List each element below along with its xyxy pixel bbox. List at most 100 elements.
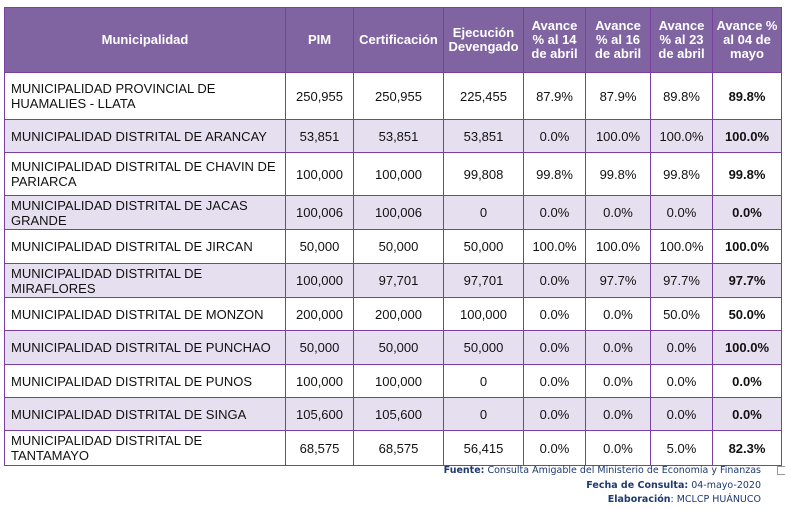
value-cell: 0.0% bbox=[585, 195, 651, 230]
value-cell: 5.0% bbox=[650, 430, 713, 466]
value-cell: 0.0% bbox=[712, 364, 782, 398]
value-cell: 0.0% bbox=[523, 195, 586, 230]
value-cell: 0.0% bbox=[585, 330, 651, 365]
column-header: Avance % al 04 de mayo bbox=[712, 7, 782, 73]
value-cell: 0.0% bbox=[650, 195, 713, 230]
table-row: MUNICIPALIDAD DISTRITAL DE JACAS GRANDE 1… bbox=[4, 195, 782, 230]
value-cell: 0.0% bbox=[523, 430, 586, 466]
value-cell: 100,000 bbox=[285, 152, 354, 196]
table-row: MUNICIPALIDAD PROVINCIAL DE HUAMALIES - … bbox=[4, 72, 782, 120]
value-cell: 0.0% bbox=[523, 397, 586, 431]
value-cell: 99,808 bbox=[443, 152, 524, 196]
value-cell: 87.9% bbox=[523, 72, 586, 120]
column-header: Ejecución Devengado bbox=[443, 7, 524, 73]
value-cell: 100.0% bbox=[650, 119, 713, 153]
value-cell: 100.0% bbox=[712, 229, 782, 264]
value-cell: 0.0% bbox=[523, 364, 586, 398]
value-cell: 53,851 bbox=[443, 119, 524, 153]
value-cell: 99.8% bbox=[650, 152, 713, 196]
value-cell: 99.8% bbox=[712, 152, 782, 196]
municipality-cell: MUNICIPALIDAD DISTRITAL DE JIRCAN bbox=[4, 229, 286, 264]
value-cell: 50,000 bbox=[285, 330, 354, 365]
municipality-cell: MUNICIPALIDAD DISTRITAL DE MONZON bbox=[4, 297, 286, 331]
value-cell: 0.0% bbox=[585, 297, 651, 331]
municipality-cell: MUNICIPALIDAD DISTRITAL DE PUNCHAO bbox=[4, 330, 286, 365]
value-cell: 99.8% bbox=[585, 152, 651, 196]
value-cell: 56,415 bbox=[443, 430, 524, 466]
column-header: PIM bbox=[285, 7, 354, 73]
municipality-cell: MUNICIPALIDAD DISTRITAL DE CHAVIN DE PAR… bbox=[4, 152, 286, 196]
value-cell: 100,000 bbox=[285, 364, 354, 398]
value-cell: 105,600 bbox=[285, 397, 354, 431]
value-cell: 200,000 bbox=[353, 297, 444, 331]
table-row: MUNICIPALIDAD DISTRITAL DE JIRCAN 50,000 5… bbox=[4, 229, 782, 264]
value-cell: 100,000 bbox=[443, 297, 524, 331]
value-cell: 250,955 bbox=[285, 72, 354, 120]
source-text: Consulta Amigable del Ministerio de Econ… bbox=[484, 465, 761, 476]
value-cell: 97,701 bbox=[353, 263, 444, 298]
table-row: MUNICIPALIDAD DISTRITAL DE SINGA 105,600 1… bbox=[4, 397, 782, 431]
municipality-cell: MUNICIPALIDAD DISTRITAL DE JACAS GRANDE bbox=[4, 195, 286, 230]
footer-source: Fuente: Consulta Amigable del Ministerio… bbox=[444, 465, 761, 476]
source-label: Fuente: bbox=[443, 465, 485, 476]
value-cell: 100.0% bbox=[712, 119, 782, 153]
value-cell: 0.0% bbox=[712, 397, 782, 431]
value-cell: 53,851 bbox=[353, 119, 444, 153]
value-cell: 105,600 bbox=[353, 397, 444, 431]
value-cell: 89.8% bbox=[712, 72, 782, 120]
value-cell: 100,000 bbox=[285, 263, 354, 298]
column-header: Municipalidad bbox=[4, 7, 286, 73]
value-cell: 100,000 bbox=[353, 152, 444, 196]
column-header: Avance % al 23 de abril bbox=[650, 7, 713, 73]
value-cell: 0.0% bbox=[585, 364, 651, 398]
value-cell: 250,955 bbox=[353, 72, 444, 120]
table-row: MUNICIPALIDAD DISTRITAL DE ARANCAY 53,851… bbox=[4, 119, 782, 153]
value-cell: 225,455 bbox=[443, 72, 524, 120]
value-cell: 50.0% bbox=[712, 297, 782, 331]
value-cell: 99.8% bbox=[523, 152, 586, 196]
value-cell: 100.0% bbox=[585, 119, 651, 153]
value-cell: 0.0% bbox=[650, 364, 713, 398]
value-cell: 97.7% bbox=[585, 263, 651, 298]
value-cell: 0 bbox=[443, 364, 524, 398]
value-cell: 0.0% bbox=[523, 263, 586, 298]
value-cell: 50,000 bbox=[353, 330, 444, 365]
value-cell: 50,000 bbox=[285, 229, 354, 264]
value-cell: 200,000 bbox=[285, 297, 354, 331]
table-row: MUNICIPALIDAD DISTRITAL DE MONZON 200,000… bbox=[4, 297, 782, 331]
value-cell: 82.3% bbox=[712, 430, 782, 466]
value-cell: 100,000 bbox=[353, 364, 444, 398]
value-cell: 100.0% bbox=[523, 229, 586, 264]
column-header: Avance % al 16 de abril bbox=[585, 7, 651, 73]
value-cell: 89.8% bbox=[650, 72, 713, 120]
header-row: Municipalidad PIM Certificación Ejecución D… bbox=[4, 7, 782, 73]
value-cell: 0.0% bbox=[585, 397, 651, 431]
value-cell: 100,006 bbox=[353, 195, 444, 230]
table-row: MUNICIPALIDAD DISTRITAL DE PUNCHAO 50,000… bbox=[4, 330, 782, 365]
value-cell: 0.0% bbox=[585, 430, 651, 466]
value-cell: 100.0% bbox=[650, 229, 713, 264]
value-cell: 53,851 bbox=[285, 119, 354, 153]
value-cell: 50,000 bbox=[443, 229, 524, 264]
value-cell: 100,006 bbox=[285, 195, 354, 230]
footer-author: Elaboración: MCLCP HUÁNUCO bbox=[608, 494, 761, 505]
column-header: Avance % al 14 de abril bbox=[523, 7, 586, 73]
date-text: 04-mayo-2020 bbox=[688, 480, 761, 491]
value-cell: 100.0% bbox=[585, 229, 651, 264]
municipality-cell: MUNICIPALIDAD DISTRITAL DE SINGA bbox=[4, 397, 286, 431]
municipality-cell: MUNICIPALIDAD PROVINCIAL DE HUAMALIES - … bbox=[4, 72, 286, 120]
value-cell: 0.0% bbox=[650, 397, 713, 431]
value-cell: 50,000 bbox=[443, 330, 524, 365]
value-cell: 0.0% bbox=[650, 330, 713, 365]
date-label: Fecha de Consulta: bbox=[586, 480, 689, 491]
column-header: Certificación bbox=[353, 7, 444, 73]
value-cell: 50,000 bbox=[353, 229, 444, 264]
author-text: : MCLCP HUÁNUCO bbox=[670, 494, 762, 505]
footer-date: Fecha de Consulta: 04-mayo-2020 bbox=[586, 480, 761, 491]
municipality-cell: MUNICIPALIDAD DISTRITAL DE MIRAFLORES bbox=[4, 263, 286, 298]
municipality-cell: MUNICIPALIDAD DISTRITAL DE PUNOS bbox=[4, 364, 286, 398]
value-cell: 50.0% bbox=[650, 297, 713, 331]
checkbox-marker bbox=[777, 466, 785, 475]
value-cell: 0.0% bbox=[523, 330, 586, 365]
table-row: MUNICIPALIDAD DISTRITAL DE TANTAMAYO 68,5… bbox=[4, 430, 782, 466]
